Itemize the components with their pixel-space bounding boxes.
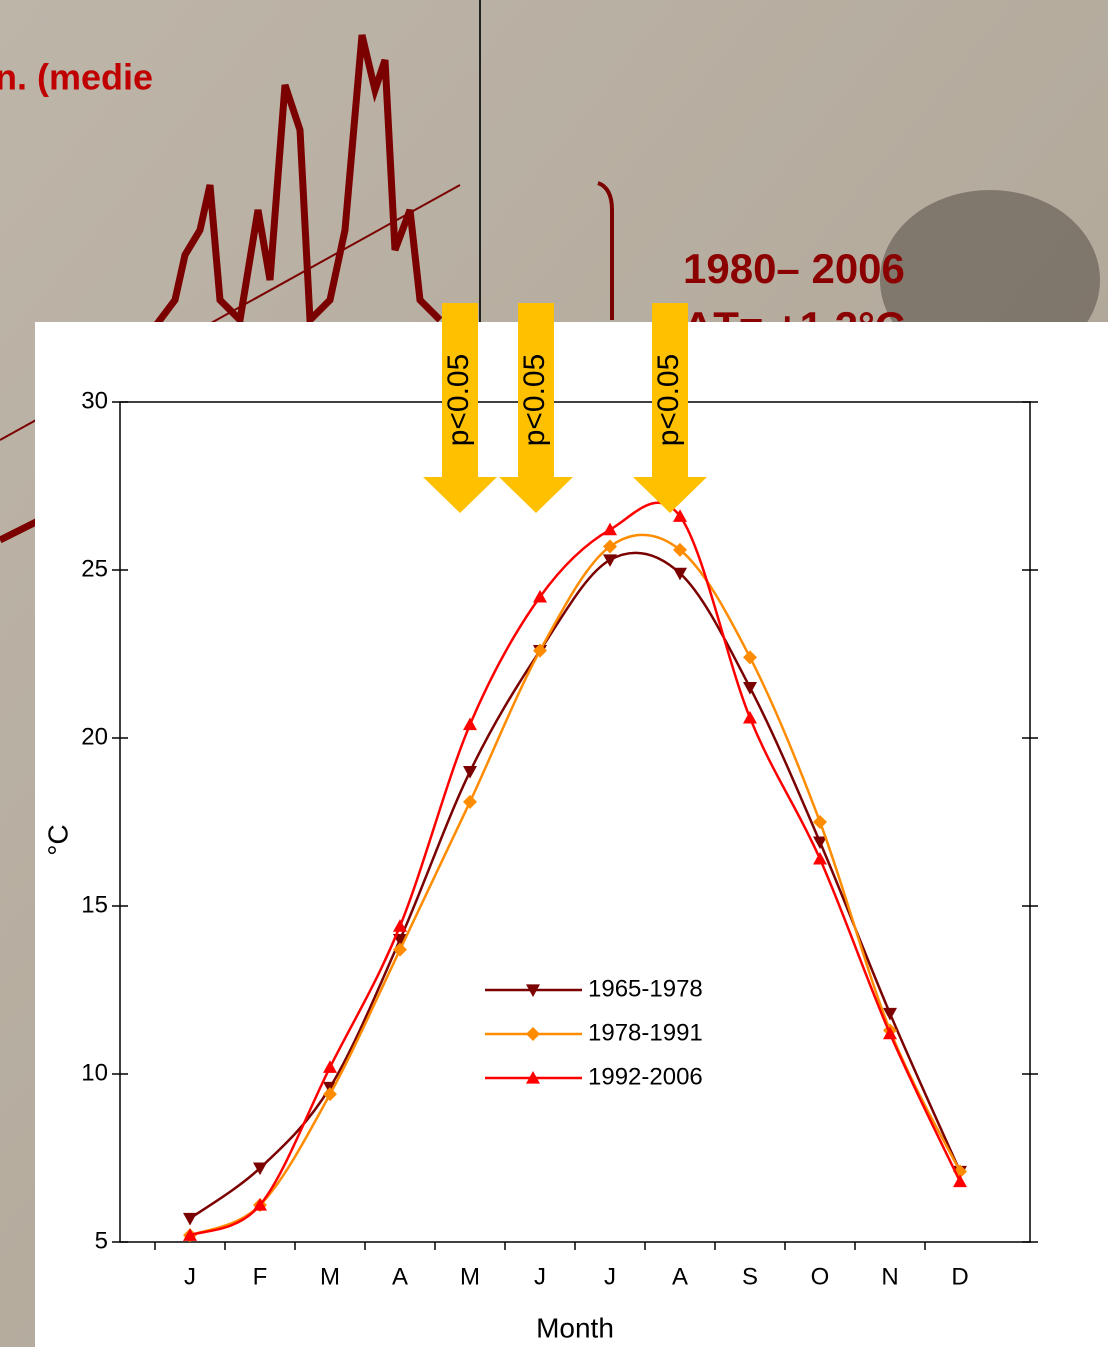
data-point bbox=[603, 554, 617, 567]
data-point bbox=[743, 682, 757, 695]
y-tick-label: 5 bbox=[95, 1227, 108, 1254]
old-series bbox=[0, 34, 443, 544]
x-tick-label: M bbox=[460, 1263, 480, 1290]
data-point bbox=[463, 794, 477, 809]
x-tick-label: N bbox=[881, 1263, 898, 1290]
data-point bbox=[813, 815, 827, 829]
x-tick-label: J bbox=[604, 1263, 616, 1290]
data-point bbox=[883, 1007, 897, 1021]
y-tick-label: 30 bbox=[81, 387, 108, 414]
legend-marker bbox=[526, 984, 540, 997]
data-point bbox=[743, 710, 757, 724]
y-tick-label: 10 bbox=[81, 1059, 108, 1086]
x-tick-label: J bbox=[184, 1263, 196, 1290]
x-tick-label: F bbox=[253, 1263, 268, 1290]
data-point bbox=[673, 509, 687, 522]
data-point bbox=[533, 589, 547, 603]
legend-label: 1992-2006 bbox=[588, 1063, 703, 1090]
x-axis-label: Month bbox=[536, 1312, 614, 1343]
legend-marker bbox=[526, 1071, 540, 1084]
data-point bbox=[953, 1174, 967, 1188]
x-tick-label: D bbox=[951, 1263, 968, 1290]
x-tick-label: O bbox=[811, 1263, 830, 1290]
x-tick-label: A bbox=[672, 1263, 688, 1290]
data-point bbox=[603, 522, 617, 536]
data-point bbox=[813, 851, 827, 865]
x-tick-label: M bbox=[320, 1263, 340, 1290]
legend-label: 1978-1991 bbox=[588, 1019, 703, 1046]
data-point bbox=[183, 1212, 197, 1226]
data-point bbox=[743, 650, 757, 665]
data-point bbox=[673, 567, 687, 581]
chart-panel bbox=[35, 322, 1108, 1347]
legend-marker bbox=[526, 1027, 540, 1041]
data-point bbox=[323, 1060, 337, 1073]
data-point bbox=[253, 1162, 267, 1176]
legend-label: 1965-1978 bbox=[588, 975, 703, 1002]
y-axis-label: °C bbox=[42, 824, 73, 855]
data-point bbox=[883, 1026, 897, 1040]
significance-arrow bbox=[499, 303, 573, 513]
x-tick-label: A bbox=[392, 1263, 408, 1290]
data-point bbox=[393, 919, 407, 932]
x-tick-label: J bbox=[534, 1263, 546, 1290]
data-point bbox=[603, 539, 617, 554]
significance-label: p<0.05 bbox=[652, 354, 685, 447]
significance-arrow bbox=[423, 303, 497, 513]
period-label: 1980– 2006 bbox=[683, 245, 905, 292]
data-point bbox=[673, 542, 687, 557]
significance-arrow bbox=[633, 303, 707, 513]
old-title: n. (medie bbox=[0, 57, 153, 98]
data-point bbox=[463, 717, 477, 731]
y-tick-label: 25 bbox=[81, 555, 108, 582]
significance-label: p<0.05 bbox=[518, 354, 551, 447]
data-point bbox=[463, 766, 477, 779]
x-tick-label: S bbox=[742, 1263, 758, 1290]
y-tick-label: 20 bbox=[81, 723, 108, 750]
data-point bbox=[813, 836, 827, 850]
data-point bbox=[183, 1228, 197, 1241]
y-tick-label: 15 bbox=[81, 891, 108, 918]
significance-label: p<0.05 bbox=[442, 354, 475, 447]
data-point bbox=[253, 1198, 267, 1211]
data-point bbox=[393, 942, 407, 957]
data-point bbox=[323, 1087, 337, 1102]
bracket bbox=[597, 181, 614, 320]
data-point bbox=[533, 643, 547, 658]
